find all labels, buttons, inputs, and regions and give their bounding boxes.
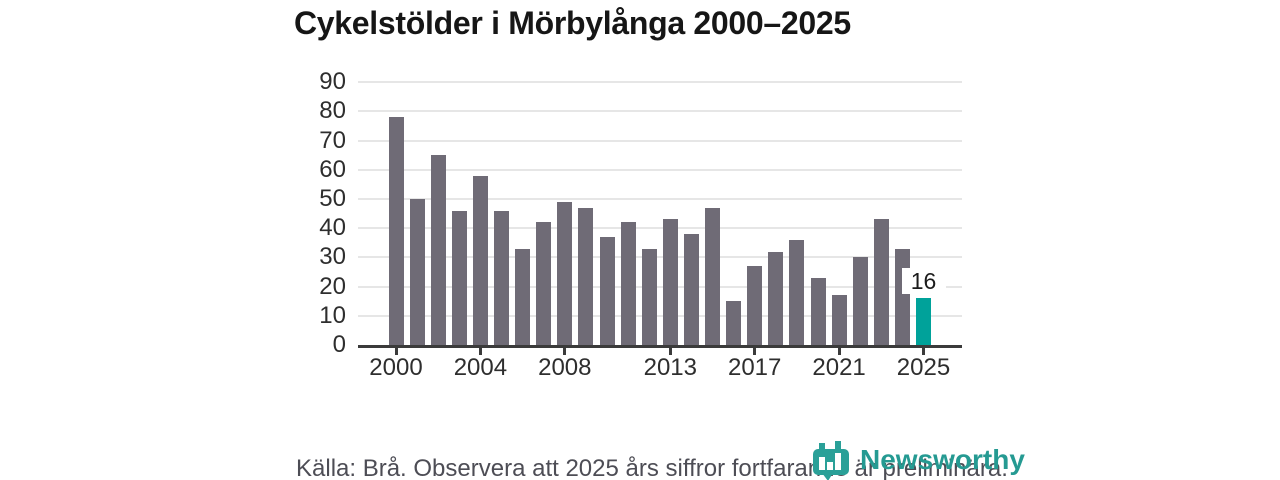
x-tick-2021 <box>837 348 841 355</box>
gridline-10 <box>358 314 962 317</box>
y-axis-label-10: 10 <box>319 301 346 329</box>
bar-2024 <box>894 248 910 345</box>
bar-2021 <box>831 295 847 345</box>
gridline-30 <box>358 256 962 259</box>
bar-2004 <box>472 175 488 345</box>
x-axis-label-2013: 2013 <box>643 354 697 381</box>
y-axis-label-60: 60 <box>319 155 346 183</box>
gridline-50 <box>358 198 962 200</box>
y-axis-label-70: 70 <box>319 126 346 154</box>
gridline-90 <box>358 81 962 84</box>
x-tick-2008 <box>563 348 567 355</box>
x-axis-label-2008: 2008 <box>538 354 592 381</box>
x-tick-2025 <box>922 348 925 355</box>
source-note: Källa: Brå. Observera att 2025 års siffr… <box>296 455 1008 480</box>
y-axis-label-80: 80 <box>319 97 346 125</box>
bar-2007 <box>536 222 552 345</box>
bar-2011 <box>620 222 636 345</box>
x-axis-line <box>358 345 962 348</box>
bar-2015 <box>705 207 720 345</box>
x-tick-2013 <box>668 348 672 355</box>
brand-wordmark: Newsworthy <box>860 444 1025 475</box>
bar-2017 <box>747 266 763 345</box>
x-axis-label-2021: 2021 <box>812 354 866 381</box>
bar-2019 <box>789 239 805 345</box>
bar-2009 <box>578 207 594 345</box>
x-tick-2017 <box>753 348 757 355</box>
newsworthy-logo-icon <box>813 441 849 480</box>
y-axis-label-50: 50 <box>319 185 346 212</box>
chart-title: Cykelstölder i Mörbylånga 2000–2025 <box>294 5 851 41</box>
x-tick-2000 <box>394 348 398 355</box>
bar-2020 <box>810 277 826 345</box>
bar-2010 <box>599 236 615 345</box>
bar-2018 <box>768 251 784 345</box>
x-axis-label-2025: 2025 <box>896 354 951 381</box>
gridline-40 <box>358 227 962 230</box>
bar-2014 <box>683 234 699 345</box>
y-axis-label-20: 20 <box>319 272 346 300</box>
highlight-value-label: 16 <box>901 268 946 295</box>
bar-2002 <box>430 155 446 345</box>
bar-2005 <box>494 210 509 345</box>
y-axis-label-90: 90 <box>319 68 346 96</box>
y-axis-label-30: 30 <box>319 243 346 271</box>
gridline-60 <box>358 168 962 171</box>
newsworthy-brand: Newsworthy <box>812 441 1025 480</box>
x-axis-label-2017: 2017 <box>727 354 782 381</box>
gridline-80 <box>358 110 962 113</box>
bar-2023 <box>873 219 889 345</box>
x-axis-label-2004: 2004 <box>453 354 508 381</box>
bar-2006 <box>515 248 531 345</box>
y-axis-label-0: 0 <box>332 331 346 358</box>
bar-2003 <box>451 210 467 345</box>
bar-2025 <box>916 298 931 345</box>
gridline-70 <box>358 139 962 142</box>
bar-2013 <box>662 219 678 345</box>
gridline-20 <box>358 285 962 288</box>
y-axis-label-40: 40 <box>319 214 346 242</box>
bar-2022 <box>852 257 868 345</box>
bar-2000 <box>388 117 404 345</box>
bar-2016 <box>726 301 742 345</box>
bar-2012 <box>641 248 657 345</box>
x-axis-label-2000: 2000 <box>369 354 423 381</box>
bar-2008 <box>557 201 573 345</box>
x-tick-2004 <box>478 348 482 355</box>
bar-2001 <box>409 199 425 345</box>
